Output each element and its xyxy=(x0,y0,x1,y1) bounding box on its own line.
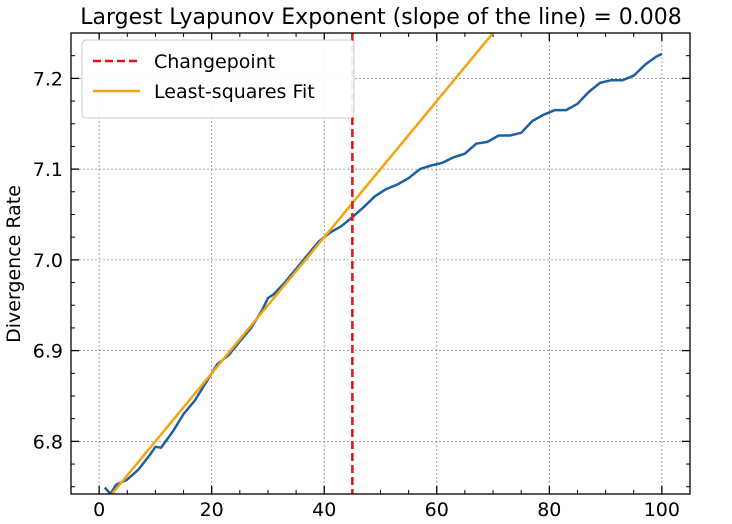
y-tick-label: 7.1 xyxy=(33,159,63,181)
x-tick-label: 20 xyxy=(200,499,224,521)
legend-label: Changepoint xyxy=(154,51,275,73)
plot-frame xyxy=(70,32,691,495)
y-tick-label: 7.2 xyxy=(33,68,63,90)
axis-ticks xyxy=(70,33,691,494)
least-squares-fit-line xyxy=(110,33,494,494)
chart-title: Largest Lyapunov Exponent (slope of the … xyxy=(80,5,682,30)
y-tick-label: 6.8 xyxy=(33,431,63,453)
divergence-series-line xyxy=(103,52,663,494)
y-tick-label: 7.0 xyxy=(33,250,63,272)
x-tick-label: 40 xyxy=(312,499,336,521)
legend-label: Least-squares Fit xyxy=(154,81,315,103)
y-tick-label: 6.9 xyxy=(33,341,63,363)
legend: Changepoint Least-squares Fit xyxy=(81,39,355,119)
x-tick-label: 0 xyxy=(93,499,105,521)
x-tick-label: 80 xyxy=(537,499,561,521)
x-tick-label: 60 xyxy=(425,499,449,521)
y-axis-label: Divergence Rate xyxy=(3,185,25,343)
legend-box xyxy=(81,39,355,119)
x-tick-label: 100 xyxy=(644,499,680,521)
tick-labels: 0 20 40 60 80 100 6.8 6.9 7.0 7.1 7.2 xyxy=(33,68,680,521)
